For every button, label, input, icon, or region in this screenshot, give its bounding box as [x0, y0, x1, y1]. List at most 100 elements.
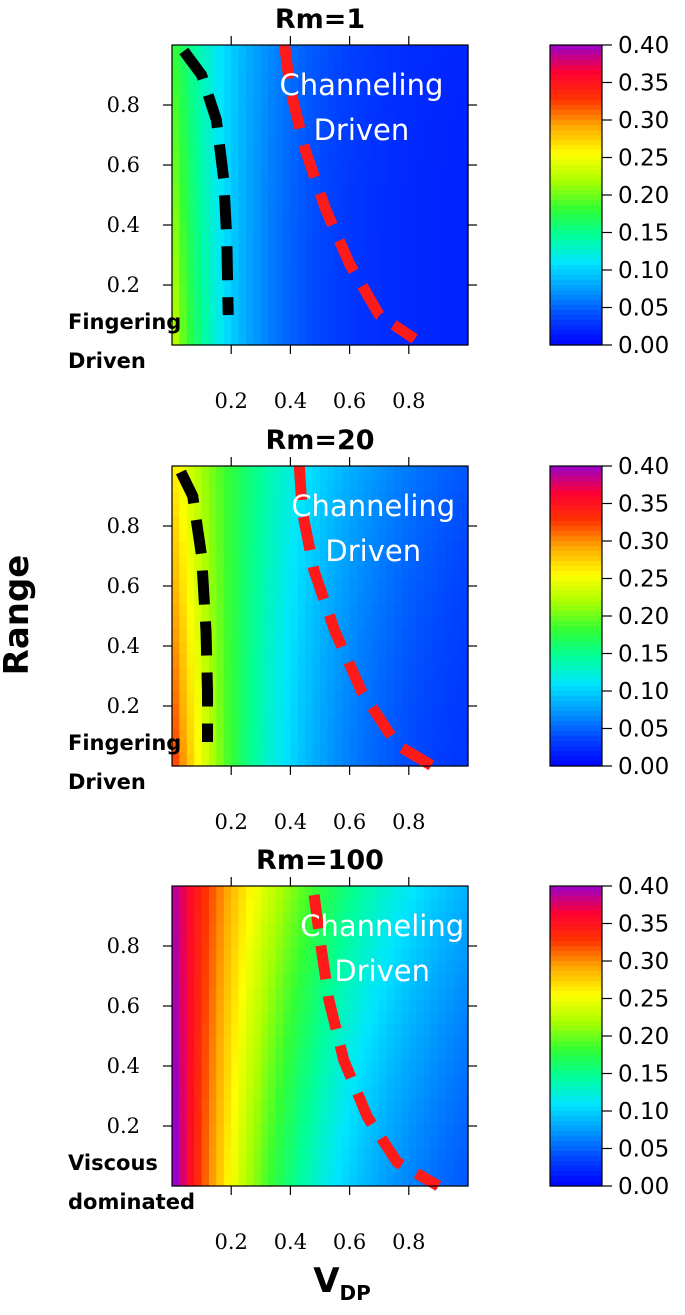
heatmap-cell [275, 45, 284, 59]
heatmap-cell [438, 948, 447, 962]
heatmap-cell [357, 886, 365, 900]
heatmap-cell [379, 1036, 388, 1050]
colorbar-segment [550, 1031, 602, 1037]
heatmap-cell [253, 1086, 262, 1100]
heatmap-cell [253, 628, 262, 642]
heatmap-cell [238, 270, 247, 284]
heatmap-cell [401, 628, 410, 642]
heatmap-cell [327, 528, 336, 542]
heatmap-cell [327, 1061, 336, 1075]
heatmap-cell [186, 1086, 195, 1100]
heatmap-cell [231, 1073, 240, 1087]
heatmap-cell [342, 107, 351, 121]
heatmap-cell [460, 270, 469, 284]
heatmap-cell [223, 578, 232, 592]
heatmap-cell [364, 132, 373, 146]
heatmap-cell [201, 1073, 210, 1087]
heatmap-cell [342, 82, 351, 96]
heatmap-cell [194, 220, 203, 234]
heatmap-cell [179, 107, 188, 121]
heatmap-cell [460, 182, 469, 196]
heatmap-cell [438, 182, 447, 196]
heatmap-cell [349, 1023, 358, 1037]
colorbar-segment [550, 926, 602, 932]
heatmap-cell [179, 703, 188, 717]
heatmap-cell [312, 603, 321, 617]
heatmap-cell [275, 1023, 284, 1037]
heatmap-cell [320, 703, 328, 717]
heatmap-cell [216, 503, 225, 517]
heatmap-cell [216, 628, 225, 642]
heatmap-cell [438, 911, 447, 925]
heatmap-cell [216, 716, 225, 730]
heatmap-cell [268, 728, 277, 742]
heatmap-cell [394, 678, 402, 692]
colorbar-segment [550, 195, 602, 201]
heatmap-cell [223, 145, 232, 159]
heatmap-cell [423, 1061, 432, 1075]
heatmap-cell [394, 541, 402, 555]
heatmap-cell [238, 232, 247, 246]
heatmap-cell [297, 566, 306, 580]
heatmap-cell [453, 578, 462, 592]
heatmap-cell [379, 1173, 388, 1187]
colorbar: 0.000.050.100.150.200.250.300.350.40 [549, 33, 669, 359]
heatmap-cell [290, 157, 299, 171]
heatmap-cell [238, 195, 247, 209]
heatmap-cell [223, 1036, 232, 1050]
heatmap-cell [305, 478, 314, 492]
heatmap-cell [357, 1123, 365, 1137]
heatmap-cell [431, 541, 439, 555]
colorbar-segment [550, 1006, 602, 1012]
colorbar-segment [550, 310, 602, 316]
heatmap-cell [216, 603, 225, 617]
heatmap-cell [438, 641, 447, 655]
colorbar-segment [550, 1131, 602, 1137]
colorbar-segment [550, 1166, 602, 1172]
heatmap-cell [438, 70, 447, 84]
colorbar-segment [550, 1126, 602, 1132]
heatmap-cell [179, 232, 188, 246]
heatmap-cell [179, 911, 188, 925]
heatmap-cell [172, 491, 180, 505]
heatmap-cell [238, 898, 247, 912]
heatmap-cell [216, 1061, 225, 1075]
heatmap-cell [386, 145, 395, 159]
heatmap-cell [453, 232, 462, 246]
heatmap-cell [246, 703, 254, 717]
heatmap-cell [364, 666, 373, 680]
heatmap-cell [172, 70, 180, 84]
heatmap-cell [334, 220, 343, 234]
heatmap-cell [201, 145, 210, 159]
heatmap-cell [416, 207, 425, 221]
heatmap-cell [438, 1111, 447, 1125]
heatmap-cell [408, 886, 417, 900]
heatmap-cell [371, 691, 380, 705]
heatmap-cell [386, 566, 395, 580]
heatmap-cell [401, 295, 410, 309]
heatmap-cell [438, 120, 447, 134]
heatmap-cell [431, 553, 439, 567]
heatmap-cell [453, 1036, 462, 1050]
heatmap-cell [453, 320, 462, 334]
colorbar-segment [550, 491, 602, 497]
heatmap-cell [431, 132, 439, 146]
heatmap-cell [246, 282, 254, 296]
heatmap-cell [460, 541, 469, 555]
heatmap-cell [423, 641, 432, 655]
heatmap-cell [460, 1148, 469, 1162]
heatmap-cell [320, 541, 328, 555]
heatmap-cell [231, 320, 240, 334]
heatmap-cell [201, 936, 210, 950]
heatmap-cell [431, 1161, 439, 1175]
heatmap-cell [342, 898, 351, 912]
heatmap-cell [297, 295, 306, 309]
heatmap-cell [268, 923, 277, 937]
heatmap-cell [297, 616, 306, 630]
heatmap-cell [305, 998, 314, 1012]
heatmap-cell [253, 898, 262, 912]
heatmap-cell [260, 1048, 269, 1062]
heatmap-cell [305, 666, 314, 680]
heatmap-cell [186, 95, 195, 109]
heatmap-cell [209, 57, 217, 71]
